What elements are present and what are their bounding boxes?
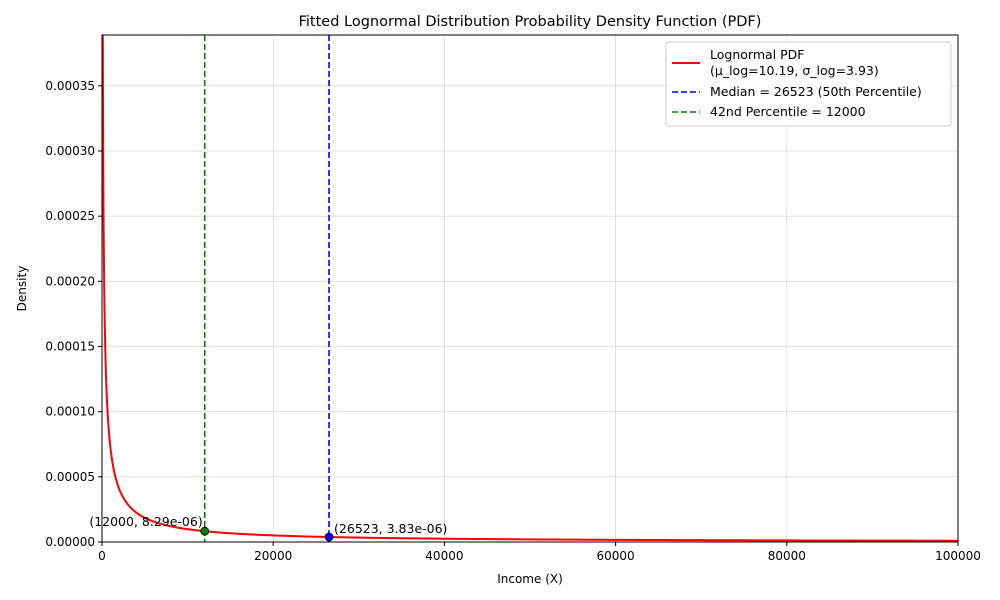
annotation-median: (26523, 3.83e-06) [334, 521, 447, 536]
x-tick-label: 40000 [425, 549, 463, 563]
y-tick-label: 0.00020 [45, 274, 95, 288]
x-tick-label: 60000 [597, 549, 635, 563]
point-median [324, 532, 334, 542]
legend-label-lognormal-pdf: Lognormal PDF [710, 47, 804, 62]
legend: Lognormal PDF (μ_log=10.19, σ_log=3.93) … [665, 41, 952, 127]
x-tick-label: 20000 [254, 549, 292, 563]
y-tick-label: 0.00010 [45, 405, 95, 419]
chart-title: Fitted Lognormal Distribution Probabilit… [299, 14, 762, 30]
x-axis: 0 20000 40000 60000 80000 100000 [98, 542, 981, 563]
plot-frame [101, 34, 959, 543]
legend-box [665, 41, 952, 127]
plot-content: (12000, 8.29e-06) (26523, 3.83e-06) [89, 35, 958, 542]
legend-label-lognormal-params: (μ_log=10.19, σ_log=3.93) [710, 63, 879, 78]
legend-label-42nd-percentile: 42nd Percentile = 12000 [710, 104, 866, 119]
x-axis-title: Income (X) [497, 572, 563, 586]
x-tick-label: 100000 [935, 549, 981, 563]
y-axis: 0.00000 0.00005 0.00010 0.00015 0.00020 0.000… [45, 79, 102, 549]
point-42nd-percentile [200, 526, 210, 536]
y-tick-label: 0.00000 [45, 535, 95, 549]
y-axis-title: Density [15, 266, 29, 312]
lognormal-pdf-line [102, 35, 958, 542]
y-tick-label: 0.00035 [45, 79, 95, 93]
y-tick-label: 0.00015 [45, 339, 95, 353]
x-tick-label: 0 [98, 549, 106, 563]
grid [101, 35, 959, 543]
x-tick-label: 80000 [768, 549, 806, 563]
y-tick-label: 0.00025 [45, 209, 95, 223]
y-tick-label: 0.00030 [45, 144, 95, 158]
legend-label-median: Median = 26523 (50th Percentile) [710, 84, 922, 99]
y-tick-label: 0.00005 [45, 470, 95, 484]
annotation-42nd-percentile: (12000, 8.29e-06) [89, 514, 202, 529]
